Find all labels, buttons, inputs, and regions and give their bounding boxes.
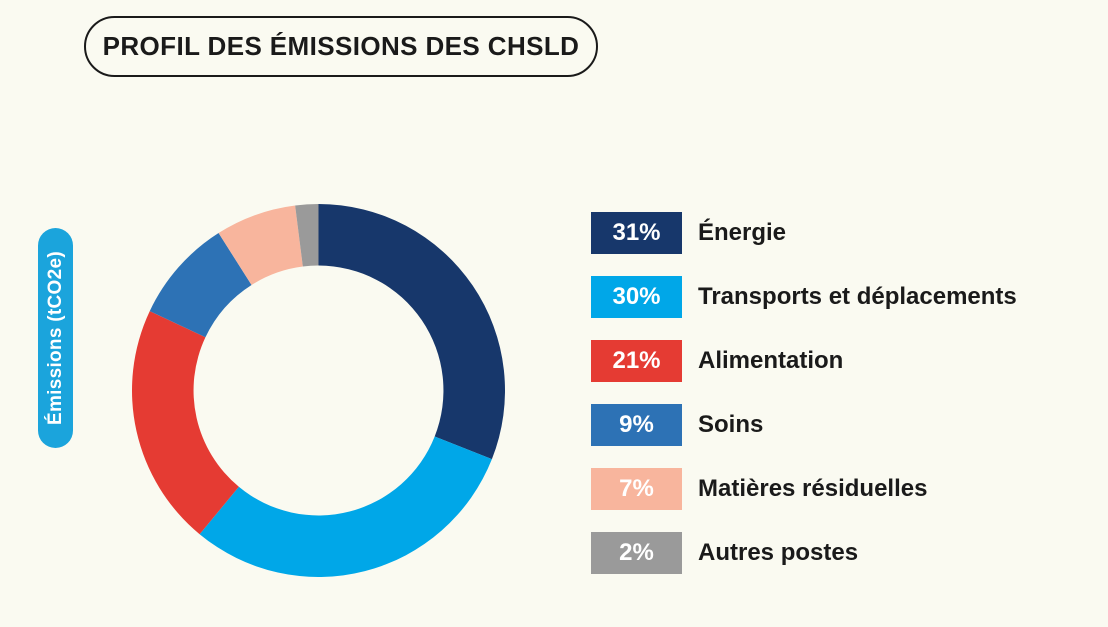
legend-item: 2% Autres postes bbox=[591, 532, 1017, 574]
legend-label: Énergie bbox=[698, 219, 787, 246]
donut-segment-energie bbox=[318, 204, 505, 460]
donut-segment-transports-et-deplacements bbox=[199, 436, 492, 577]
legend-label: Autres postes bbox=[698, 539, 859, 566]
chart-title-text: PROFIL DES ÉMISSIONS DES CHSLD bbox=[102, 31, 580, 61]
legend-item: 31% Énergie bbox=[591, 212, 1017, 254]
chart-title-pill: PROFIL DES ÉMISSIONS DES CHSLD bbox=[84, 16, 598, 77]
legend: 31% Énergie 30% Transports et déplacements 2… bbox=[591, 212, 1017, 574]
legend-badge: 7% bbox=[591, 468, 682, 510]
legend-badge: 30% bbox=[591, 276, 682, 318]
legend-item: 21% Alimentation bbox=[591, 340, 1017, 382]
donut-segment-autres-postes bbox=[295, 204, 319, 267]
legend-badge: 2% bbox=[591, 532, 682, 574]
donut-segment-matieres-residuelles bbox=[218, 205, 303, 285]
legend-label: Alimentation bbox=[698, 347, 844, 374]
legend-item: 30% Transports et déplacements bbox=[591, 276, 1017, 318]
legend-label: Transports et déplacements bbox=[698, 283, 1017, 310]
legend-badge: 31% bbox=[591, 212, 682, 254]
legend-item: 7% Matières résiduelles bbox=[591, 468, 1017, 510]
legend-label: Soins bbox=[698, 411, 764, 438]
y-axis-label-pill: Émissions (tCO2e) bbox=[38, 228, 73, 448]
legend-badge: 21% bbox=[591, 340, 682, 382]
legend-label: Matières résiduelles bbox=[698, 475, 928, 502]
y-axis-label-text: Émissions (tCO2e) bbox=[44, 250, 66, 426]
donut-chart bbox=[132, 204, 505, 577]
donut-segment-alimentation bbox=[132, 311, 239, 535]
legend-badge: 9% bbox=[591, 404, 682, 446]
donut-segment-soins bbox=[149, 233, 252, 338]
legend-item: 9% Soins bbox=[591, 404, 1017, 446]
